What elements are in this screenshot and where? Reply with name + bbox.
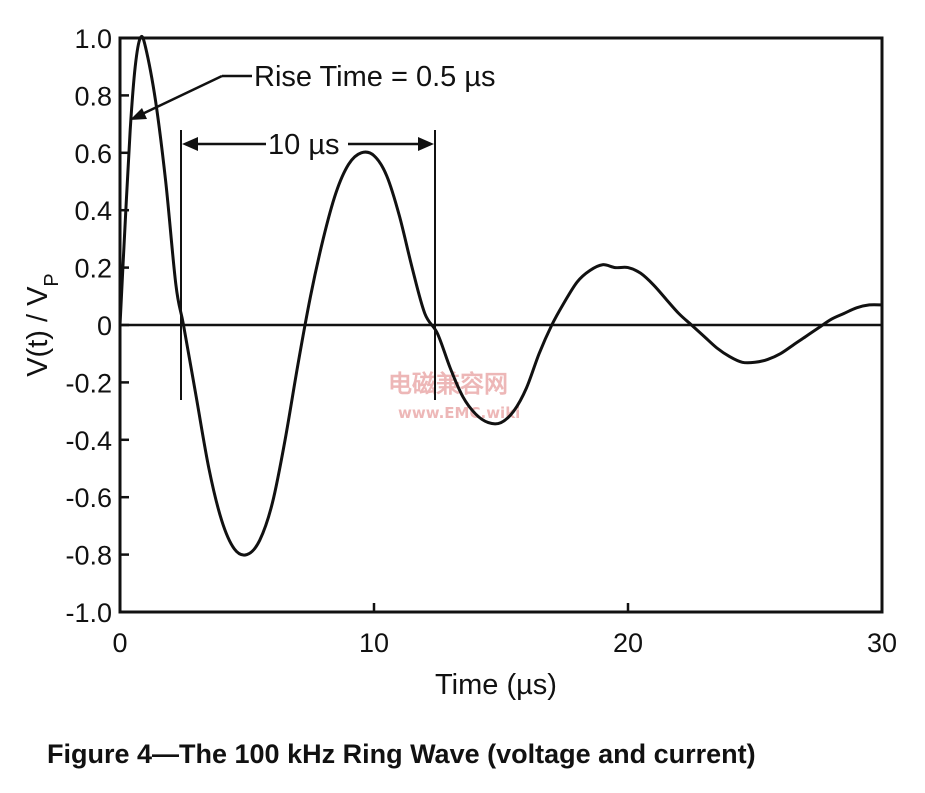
y-tick-label: 0	[97, 311, 112, 341]
y-axis-title: V(t) / VP	[22, 273, 63, 377]
y-tick-label: -0.6	[65, 483, 112, 513]
y-axis-title-main: V(t) / V	[22, 286, 54, 377]
y-tick-label: 0.2	[74, 254, 112, 284]
y-tick-label: 0.6	[74, 139, 112, 169]
y-tick-label: 0.8	[74, 81, 112, 111]
rise-time-annotation: Rise Time = 0.5 µs	[130, 61, 496, 120]
figure-caption: Figure 4—The 100 kHz Ring Wave (voltage …	[47, 739, 756, 769]
ring-wave-series-line	[118, 34, 883, 557]
x-tick-label: 10	[359, 628, 389, 658]
y-tick-label: -1.0	[65, 598, 112, 628]
watermark-text-url: www.EMC.wiki	[398, 404, 520, 422]
period-arrowhead-right	[418, 137, 434, 151]
y-tick-label: -0.4	[65, 426, 112, 456]
rise-time-leader-diagonal	[137, 74, 223, 118]
y-axis: 1.0 0.8 0.6 0.4 0.2 0 -0.2 -0.4 -0.6 -0.8 -1.0	[65, 24, 129, 628]
period-label: 10 µs	[268, 129, 340, 161]
x-axis-title: Time (µs)	[435, 669, 557, 701]
x-tick-label: 20	[613, 628, 643, 658]
y-tick-label: -0.2	[65, 368, 112, 398]
y-axis-title-subscript: P	[41, 273, 63, 286]
watermark: 电磁兼容网 www.EMC.wiki	[388, 370, 520, 422]
x-tick-label: 0	[112, 628, 127, 658]
y-tick-label: 1.0	[74, 24, 112, 54]
watermark-text-cn: 电磁兼容网	[388, 370, 508, 398]
rise-time-label: Rise Time = 0.5 µs	[254, 61, 496, 93]
x-axis: 0 10 20 30	[112, 603, 897, 658]
rise-time-arrowhead	[130, 108, 147, 120]
x-tick-label: 30	[867, 628, 897, 658]
period-annotation: 10 µs	[180, 129, 436, 400]
y-tick-label: 0.4	[74, 196, 112, 226]
period-arrowhead-left	[182, 137, 198, 151]
y-tick-label: -0.8	[65, 541, 112, 571]
